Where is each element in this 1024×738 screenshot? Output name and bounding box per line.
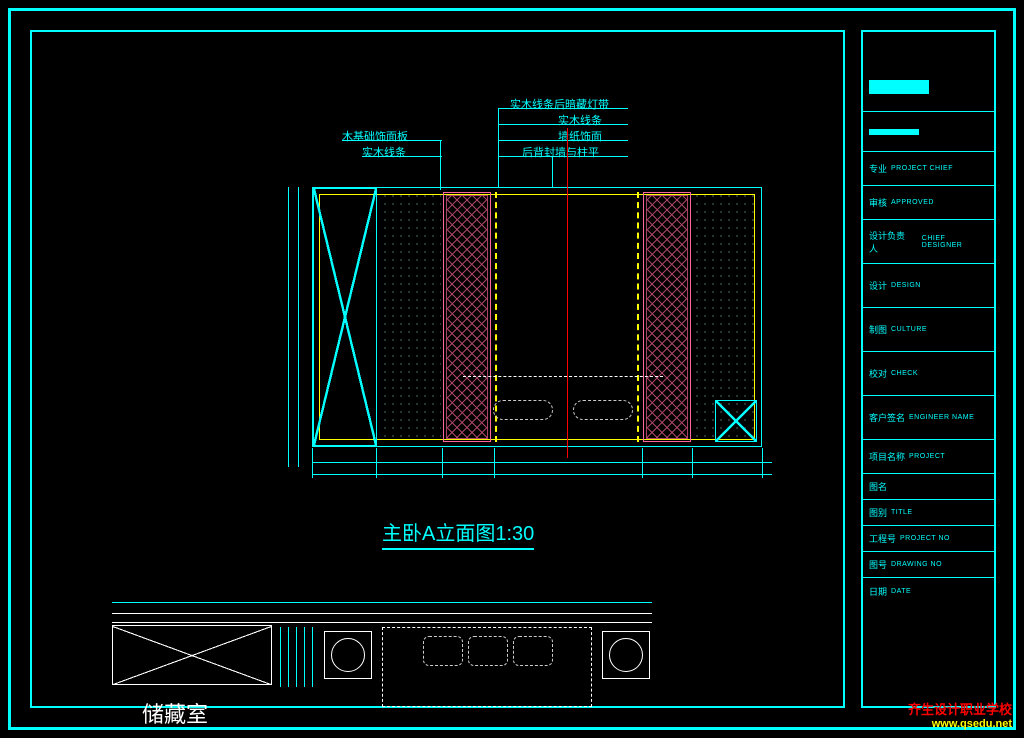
annot-left-2: 实木线条 (362, 144, 406, 160)
dim-tick (442, 448, 443, 478)
dim-tick (692, 448, 693, 478)
tb-field: 工程号 PROJECT NO (863, 526, 994, 552)
dim-tick (312, 448, 313, 478)
nightstand (715, 400, 757, 442)
wardrobe (313, 188, 377, 446)
tb-company (863, 112, 994, 152)
dim-tick (494, 448, 495, 478)
lamp-icon (609, 638, 643, 672)
annot-underline (498, 124, 628, 125)
tb-field: 校对 CHECK (863, 352, 994, 396)
annot-underline (498, 108, 628, 109)
tb-field: 项目名称 PROJECT (863, 440, 994, 474)
plan-nightstand (602, 631, 650, 679)
tb-field: 审核 APPROVED (863, 186, 994, 220)
tb-field: 图名 (863, 474, 994, 500)
annot-right-3: 墙纸饰面 (558, 128, 602, 144)
annot-right-4: 后背封墙与柱平 (522, 144, 599, 160)
annot-underline (498, 140, 628, 141)
tb-field: 客户签名 ENGINEER NAME (863, 396, 994, 440)
tb-field: 设计负责人CHIEF DESIGNER (863, 220, 994, 264)
elevation-drawing (312, 187, 762, 447)
annot-underline (498, 156, 628, 157)
watermark: 齐生设计职业学校 www.qsedu.net (908, 699, 1012, 730)
leader (498, 108, 499, 188)
tb-field: 制图 CULTURE (863, 308, 994, 352)
tb-field: 设计 DESIGN (863, 264, 994, 308)
plan-wall (112, 613, 652, 623)
pillow (493, 400, 553, 420)
drawing-title: 主卧A立面图1:30 (382, 517, 534, 550)
tb-field: 专业 PROJECT CHIEF (863, 152, 994, 186)
bed (463, 376, 663, 446)
dim-line (312, 474, 772, 475)
dim-ext (288, 187, 289, 467)
annot-right-1: 实木线条后暗藏灯带 (510, 96, 609, 112)
annot-underline (362, 156, 442, 157)
annot-underline (342, 140, 442, 141)
dim-tick (642, 448, 643, 478)
headboard (463, 376, 663, 402)
lamp-icon (331, 638, 365, 672)
titleblock: 专业 PROJECT CHIEF 审核 APPROVED 设计负责人CHIEF … (861, 30, 996, 708)
dim-ext (298, 187, 299, 467)
room-label: 储藏室 (142, 697, 208, 729)
leader (440, 140, 441, 190)
dim-tick (762, 448, 763, 478)
plan-pillow (423, 636, 463, 666)
tb-logo (863, 32, 994, 112)
plan-pillow (468, 636, 508, 666)
dim-line (312, 462, 772, 463)
tb-field: 图号 DRAWING NO (863, 552, 994, 578)
annot-right-2: 实木线条 (558, 112, 602, 128)
leader (552, 156, 553, 188)
wall-dot-pattern (381, 192, 441, 442)
watermark-line1: 齐生设计职业学校 (908, 699, 1012, 718)
plan-wardrobe (112, 625, 272, 685)
plan-nightstand (324, 631, 372, 679)
dim-tick (376, 448, 377, 478)
annot-left-1: 木基础饰面板 (342, 128, 408, 144)
plan-pillow (513, 636, 553, 666)
plan-bed (382, 627, 592, 707)
pillow (573, 400, 633, 420)
drawing-area: 木基础饰面板 实木线条 实木线条后暗藏灯带 实木线条 墙纸饰面 后背封墙与柱平 (30, 30, 845, 708)
watermark-line2: www.qsedu.net (908, 718, 1012, 730)
plan-rail (276, 627, 320, 687)
tb-field: 日期 DATE (863, 578, 994, 604)
tb-field: 图别 TITLE (863, 500, 994, 526)
